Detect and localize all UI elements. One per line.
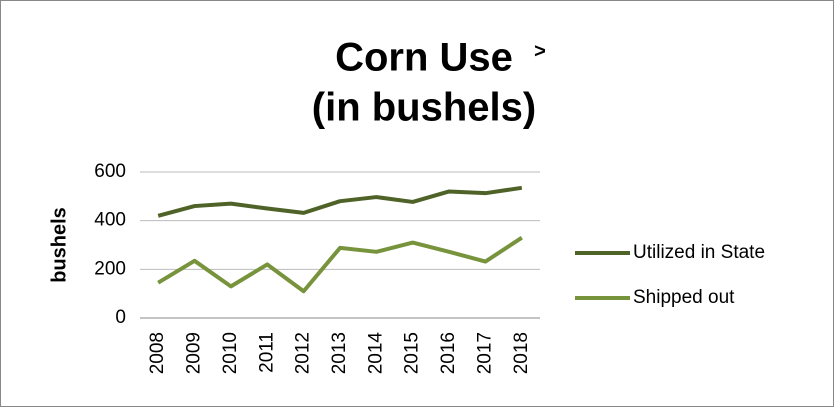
series-line bbox=[157, 185, 523, 218]
x-tick-label: 2015 bbox=[402, 332, 423, 374]
y-tick-label: 0 bbox=[115, 307, 126, 328]
x-tick-label: 2012 bbox=[293, 332, 314, 374]
x-tick-label: 2010 bbox=[220, 332, 241, 374]
y-tick-label: 400 bbox=[94, 210, 126, 231]
y-axis-label: bushels bbox=[48, 207, 70, 283]
x-tick-label: 2011 bbox=[256, 332, 277, 373]
x-tick-label: 2013 bbox=[329, 332, 350, 374]
x-tick-label: 2017 bbox=[474, 332, 495, 374]
legend-label: Utilized in State bbox=[633, 242, 765, 263]
chart-title: Corn Use bbox=[335, 36, 513, 80]
x-tick-label: 2016 bbox=[438, 332, 459, 374]
x-tick-label: 2014 bbox=[365, 332, 386, 375]
chart-subtitle: (in bushels) bbox=[312, 86, 536, 130]
y-tick-label: 200 bbox=[94, 258, 126, 279]
x-tick-label: 2018 bbox=[511, 332, 532, 374]
title-annotation: > bbox=[534, 40, 546, 62]
y-tick-label: 600 bbox=[94, 161, 126, 182]
x-tick-label: 2009 bbox=[184, 332, 205, 374]
x-tick-label: 2008 bbox=[147, 332, 168, 374]
series-line bbox=[157, 236, 523, 294]
legend-label: Shipped out bbox=[633, 287, 735, 308]
